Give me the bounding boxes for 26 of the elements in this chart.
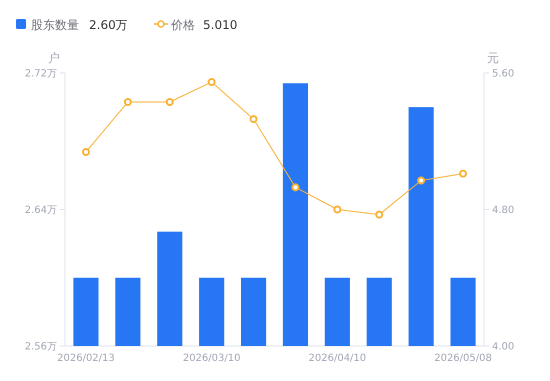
x-tick-label: 2026/04/10 <box>308 353 366 364</box>
legend-label: 价格 <box>170 18 195 32</box>
x-tick-label: 2026/03/10 <box>182 353 240 364</box>
y2-tick-label: 4.00 <box>492 342 514 352</box>
y2-axis-title: 元 <box>487 51 499 65</box>
point <box>291 183 300 192</box>
text: 5.010 <box>203 18 238 32</box>
point <box>208 78 216 86</box>
y-tick-label: 2.64万 <box>24 205 57 216</box>
point <box>459 170 468 178</box>
point <box>250 115 258 124</box>
y2-tick-label: 4.80 <box>492 205 514 216</box>
legend-label: 股东数量 <box>31 18 79 32</box>
point <box>333 206 342 214</box>
point <box>417 176 426 184</box>
y-tick-label: 2.56万 <box>24 342 57 352</box>
x-tick-label: 2026/05/08 <box>434 353 492 364</box>
text: 2.60万 <box>89 18 128 32</box>
point <box>82 148 90 156</box>
y2-tick-label: 5.60 <box>492 68 514 80</box>
point <box>375 210 384 219</box>
y-axis-title: 户 <box>48 51 60 65</box>
point <box>166 98 174 106</box>
point <box>124 98 132 106</box>
x-tick-label: 2026/02/13 <box>57 353 115 364</box>
y-tick-label: 2.72万 <box>24 68 57 80</box>
